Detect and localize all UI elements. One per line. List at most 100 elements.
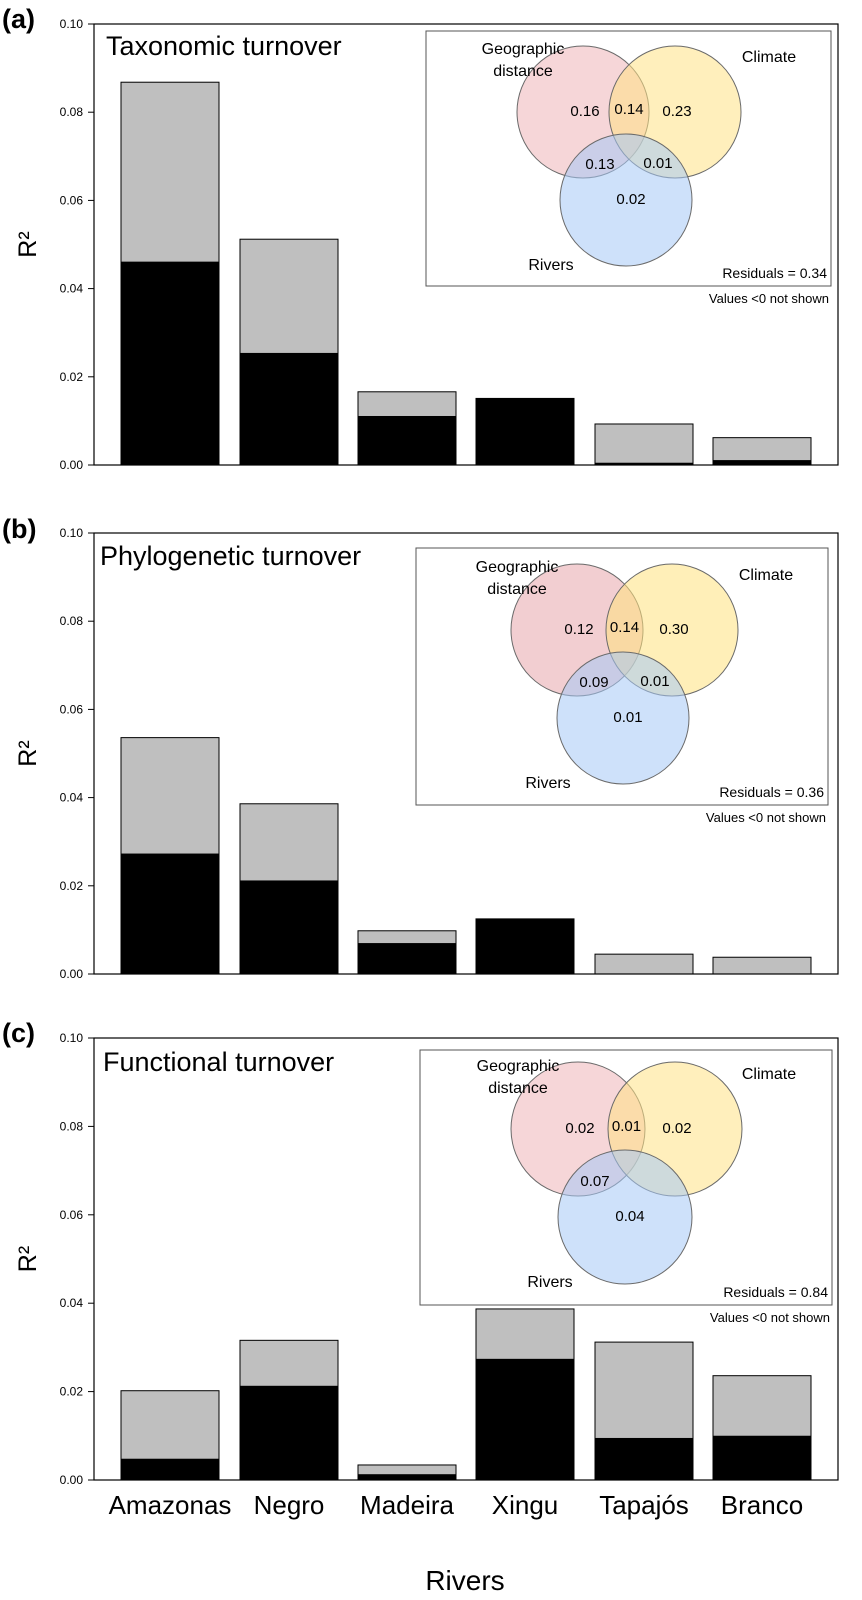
venn-value-climate-only: 0.23 (662, 103, 691, 120)
y-axis-label: R² (14, 1246, 42, 1272)
y-tick-label: 0.06 (60, 193, 84, 207)
venn-value-rivers-only: 0.02 (616, 191, 645, 208)
venn-label-geographic-distance: Geographic distance (477, 1058, 560, 1097)
panel-title: Phylogenetic turnover (100, 541, 361, 571)
venn-inset: Geographic distance Climate Rivers 0.02 0.01 0… (419, 1049, 833, 1325)
y-tick-label: 0.10 (60, 17, 84, 31)
chart-panel-1: (a) 0.00 0.02 0.04 0.06 0.08 0.10 R² Taxonomic t… (2, 4, 839, 472)
venn-circle-rivers (556, 651, 690, 785)
y-tick-label: 0.06 (60, 702, 84, 716)
bar-light-1 (120, 1390, 220, 1460)
venn-value-geo-rivers: 0.09 (579, 674, 608, 691)
venn-label-climate: Climate (742, 1066, 796, 1083)
bar-light-2 (239, 803, 339, 882)
venn-label-climate: Climate (742, 49, 796, 66)
panel-label: (c) (2, 1018, 35, 1048)
bar-dark-4 (475, 397, 575, 466)
venn-frame (415, 547, 829, 806)
panel-title: Functional turnover (103, 1047, 334, 1077)
x-axis-label: Rivers (425, 1565, 504, 1596)
venn-frame (419, 1049, 833, 1306)
venn-value-geo-only: 0.12 (564, 621, 593, 638)
bar-dark-4 (475, 1358, 575, 1481)
panel-label: (b) (2, 514, 36, 544)
venn-value-geo-climate: 0.14 (614, 101, 643, 118)
bar-light-5 (594, 953, 694, 975)
bar-dark-3 (357, 943, 457, 975)
venn-note: Values <0 not shown (710, 1310, 830, 1325)
venn-value-climate-rivers: 0.01 (643, 155, 672, 172)
x-tick-label: Amazonas (109, 1490, 232, 1520)
y-tick-label: 0.08 (60, 105, 84, 119)
chart-panel-3: (c) 0.00 0.02 0.04 0.06 0.08 0.10 R² Functional … (2, 1018, 839, 1596)
venn-label-rivers: Rivers (525, 775, 570, 792)
bar-light-6 (712, 956, 812, 975)
bar-light-6 (712, 437, 812, 462)
bar-dark-6 (712, 460, 812, 466)
y-tick-label: 0.04 (60, 282, 84, 296)
y-tick-label: 0.02 (60, 879, 84, 893)
venn-note: Values <0 not shown (706, 810, 826, 825)
venn-inset: Geographic distance Climate Rivers 0.16 0.14 0… (425, 30, 832, 306)
venn-label-rivers: Rivers (527, 1274, 572, 1291)
venn-label-rivers: Rivers (528, 257, 573, 274)
y-tick-label: 0.04 (60, 1296, 84, 1310)
venn-note: Values <0 not shown (709, 291, 829, 306)
venn-value-geo-only: 0.02 (565, 1120, 594, 1137)
plot-frame (93, 532, 839, 975)
x-tick-label: Xingu (492, 1490, 559, 1520)
bar-light-3 (357, 391, 457, 417)
bar-light-3 (357, 1464, 457, 1476)
bar-light-6 (712, 1375, 812, 1437)
venn-value-climate-only: 0.02 (662, 1120, 691, 1137)
venn-value-climate-only: 0.30 (659, 621, 688, 638)
y-tick-label: 0.04 (60, 791, 84, 805)
y-tick-label: 0.06 (60, 1208, 84, 1222)
plot-frame (93, 23, 839, 466)
y-tick-label: 0.08 (60, 614, 84, 628)
venn-residuals: Residuals = 0.84 (723, 1284, 828, 1300)
venn-value-rivers-only: 0.01 (613, 709, 642, 726)
venn-value-geo-climate: 0.14 (610, 619, 639, 636)
venn-value-geo-rivers: 0.07 (580, 1173, 609, 1190)
y-axis-label: R² (14, 740, 42, 766)
bar-light-4 (475, 1308, 575, 1360)
y-tick-label: 0.08 (60, 1119, 84, 1133)
y-tick-label: 0.02 (60, 1385, 84, 1399)
bar-dark-3 (357, 415, 457, 466)
y-tick-label: 0.10 (60, 526, 84, 540)
bar-light-2 (239, 1339, 339, 1387)
panel-label: (a) (2, 4, 35, 34)
venn-label-climate: Climate (739, 567, 793, 584)
bar-dark-1 (120, 1458, 220, 1481)
y-tick-label: 0.00 (60, 1473, 84, 1487)
x-tick-label: Branco (721, 1490, 803, 1520)
y-tick-label: 0.10 (60, 1031, 84, 1045)
venn-circle-rivers (557, 1149, 693, 1285)
bar-dark-5 (594, 1437, 694, 1481)
x-tick-label: Negro (254, 1490, 325, 1520)
bar-dark-1 (120, 261, 220, 466)
chart-panel-2: (b) 0.00 0.02 0.04 0.06 0.08 0.10 R² Phylogeneti… (2, 514, 839, 981)
venn-circle-rivers (559, 133, 693, 267)
x-tick-label: Madeira (360, 1490, 454, 1520)
y-tick-label: 0.02 (60, 370, 84, 384)
bar-light-5 (594, 423, 694, 464)
venn-value-geo-only: 0.16 (570, 103, 599, 120)
bar-light-1 (120, 737, 220, 855)
x-tick-label: Tapajós (599, 1490, 689, 1520)
bar-light-2 (239, 238, 339, 354)
bar-dark-2 (239, 880, 339, 975)
bar-light-1 (120, 81, 220, 263)
bar-dark-4 (475, 918, 575, 975)
bar-dark-6 (712, 1435, 812, 1481)
y-axis-label: R² (14, 231, 42, 257)
y-tick-label: 0.00 (60, 458, 84, 472)
venn-value-geo-rivers: 0.13 (585, 156, 614, 173)
bar-dark-2 (239, 1385, 339, 1481)
bar-light-3 (357, 930, 457, 945)
venn-residuals: Residuals = 0.34 (722, 265, 827, 281)
plot-frame (93, 1037, 839, 1481)
panel-title: Taxonomic turnover (106, 31, 342, 61)
